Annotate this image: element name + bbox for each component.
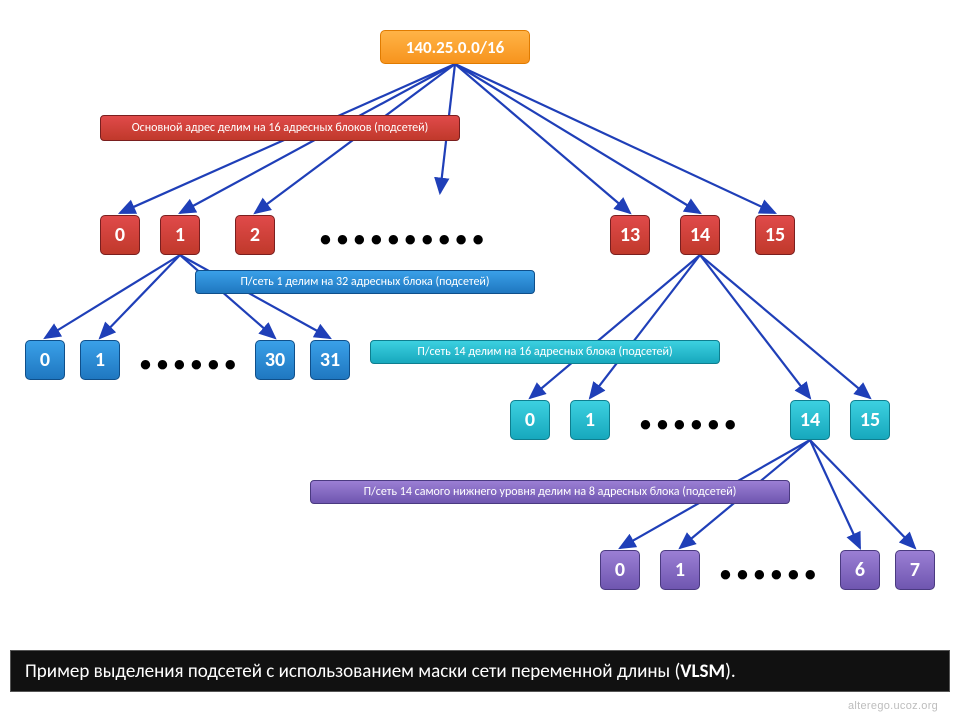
watermark: alterego.ucoz.org: [848, 700, 938, 712]
level1-red-node-2: 2: [235, 215, 275, 255]
level2-blue-node-1: 1: [80, 340, 120, 380]
level1-red-label: Основной адрес делим на 16 адресных блок…: [100, 115, 460, 141]
caption-bold: VLSM: [680, 660, 725, 683]
level1-red-node-0: 0: [100, 215, 140, 255]
level3-cyan-dots: ••••••: [640, 410, 742, 437]
root-node: 140.25.0.0/16: [380, 30, 530, 64]
level2-blue-dots: ••••••: [140, 350, 242, 377]
caption-text: Пример выделения подсетей с использовани…: [25, 660, 680, 683]
level4-purple-node-7: 7: [895, 550, 935, 590]
level3-cyan-node-0: 0: [510, 400, 550, 440]
level4-purple-dots: ••••••: [720, 560, 822, 587]
level3-cyan-node-1: 1: [570, 400, 610, 440]
level4-purple-node-0: 0: [600, 550, 640, 590]
level1-red-node-14: 14: [680, 215, 720, 255]
level1-red-node-15: 15: [755, 215, 795, 255]
level1-red-node-1: 1: [160, 215, 200, 255]
level1-red-dots: ••••••••••: [320, 225, 490, 252]
level2-blue-node-0: 0: [25, 340, 65, 380]
level2-blue-label: П/сеть 1 делим на 32 адресных блока (под…: [195, 270, 535, 294]
level2-blue-node-31: 31: [310, 340, 350, 380]
level4-purple-node-1: 1: [660, 550, 700, 590]
level3-cyan-node-15: 15: [850, 400, 890, 440]
caption-bar: Пример выделения подсетей с использовани…: [10, 650, 950, 692]
level1-red-node-13: 13: [610, 215, 650, 255]
level3-cyan-node-14: 14: [790, 400, 830, 440]
level4-purple-node-6: 6: [840, 550, 880, 590]
caption-suffix: ).: [725, 660, 736, 683]
level4-purple-label: П/сеть 14 самого нижнего уровня делим на…: [310, 480, 790, 504]
level2-blue-node-30: 30: [255, 340, 295, 380]
level3-cyan-label: П/сеть 14 делим на 16 адресных блока (по…: [370, 340, 720, 364]
